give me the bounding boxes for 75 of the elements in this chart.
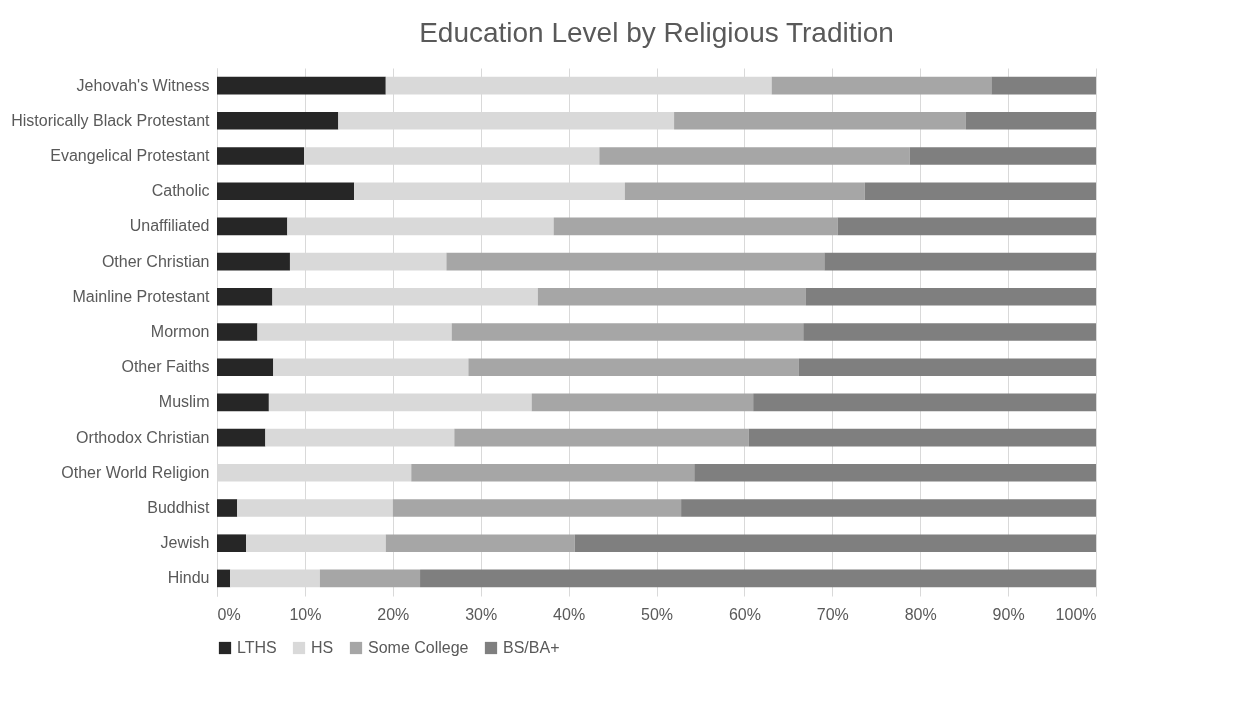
y-tick-label: Other Faiths bbox=[121, 358, 210, 376]
bar bbox=[991, 76, 1096, 95]
bar bbox=[217, 217, 288, 236]
bar bbox=[411, 464, 695, 482]
bar bbox=[771, 76, 992, 95]
bar bbox=[217, 569, 231, 588]
bar bbox=[454, 428, 749, 447]
bar bbox=[909, 147, 1096, 165]
bar bbox=[681, 499, 1096, 517]
x-tick-label: 50% bbox=[640, 605, 674, 623]
y-tick-label: Other Christian bbox=[101, 252, 210, 270]
bar bbox=[468, 358, 799, 376]
bar bbox=[217, 252, 290, 271]
bar bbox=[217, 182, 355, 200]
bar bbox=[674, 112, 966, 130]
bar bbox=[385, 534, 575, 552]
bar bbox=[217, 112, 339, 130]
y-tick-label: Mainline Protestant bbox=[72, 287, 211, 305]
bar bbox=[392, 499, 682, 517]
legend-label: HS bbox=[311, 639, 334, 656]
bar bbox=[217, 147, 305, 165]
x-tick-label: 10% bbox=[289, 605, 322, 623]
x-tick-label: 60% bbox=[728, 605, 761, 623]
bar bbox=[217, 323, 258, 341]
bar bbox=[574, 534, 1096, 552]
bar bbox=[217, 76, 386, 95]
bar bbox=[864, 182, 1096, 200]
bar bbox=[624, 182, 865, 200]
y-tick-label: Catholic bbox=[151, 182, 210, 200]
bar bbox=[965, 112, 1096, 130]
bar bbox=[319, 569, 421, 588]
bar bbox=[824, 252, 1096, 271]
bar bbox=[694, 464, 1096, 482]
x-tick-label: 90% bbox=[992, 605, 1025, 623]
bar bbox=[217, 393, 269, 412]
y-tick-label: Buddhist bbox=[147, 499, 211, 516]
y-tick-label: Muslim bbox=[158, 393, 210, 411]
bar bbox=[217, 428, 266, 447]
legend-label: Some College bbox=[368, 639, 469, 656]
y-tick-label: Jewish bbox=[160, 534, 210, 552]
bar bbox=[553, 217, 838, 236]
bar bbox=[217, 499, 238, 517]
bar bbox=[748, 428, 1096, 447]
y-tick-label: Hindu bbox=[167, 569, 210, 587]
legend-label: BS/BA+ bbox=[503, 639, 560, 656]
bar bbox=[446, 252, 825, 271]
bar bbox=[451, 323, 804, 341]
bar bbox=[537, 288, 806, 306]
bar bbox=[217, 534, 247, 552]
x-tick-label: 80% bbox=[904, 605, 937, 623]
bar bbox=[753, 393, 1096, 412]
y-tick-label: Jehovah's Witness bbox=[76, 76, 210, 94]
y-tick-label: Orthodox Christian bbox=[76, 428, 210, 446]
legend-label: LTHS bbox=[237, 639, 277, 656]
y-tick-label: Mormon bbox=[150, 323, 210, 340]
bar bbox=[420, 569, 1096, 588]
bar bbox=[531, 393, 754, 412]
y-tick-label: Other World Religion bbox=[61, 463, 210, 481]
x-tick-label: 20% bbox=[377, 605, 410, 623]
x-tick-label: 30% bbox=[465, 605, 498, 623]
y-tick-label: Historically Black Protestant bbox=[11, 111, 211, 129]
bar bbox=[837, 217, 1096, 236]
bar bbox=[805, 288, 1096, 306]
bar bbox=[599, 147, 910, 165]
bar bbox=[217, 288, 273, 306]
x-tick-label: 0% bbox=[217, 605, 241, 623]
x-tick-label: 40% bbox=[553, 605, 586, 623]
bar bbox=[217, 358, 274, 376]
chart-title: Education Level by Religious Tradition bbox=[419, 17, 894, 48]
x-tick-label: 70% bbox=[816, 605, 849, 623]
x-tick-label: 100% bbox=[1055, 605, 1097, 623]
bar bbox=[803, 323, 1096, 341]
y-tick-label: Evangelical Protestant bbox=[50, 147, 211, 164]
bar bbox=[798, 358, 1096, 376]
y-tick-label: Unaffiliated bbox=[129, 217, 210, 235]
